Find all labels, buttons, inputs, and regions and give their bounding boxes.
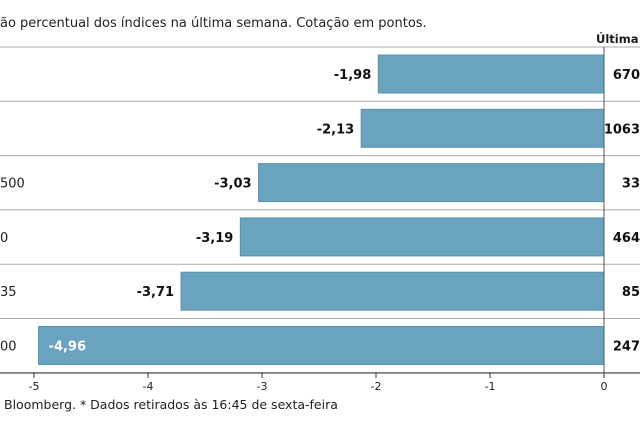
x-tick-label: -5	[29, 380, 40, 393]
value-label: -2,13	[317, 122, 354, 137]
x-tick-label: 0	[601, 380, 608, 393]
bar	[239, 217, 605, 257]
last-quote-value: 464	[613, 231, 640, 246]
bar	[258, 163, 605, 203]
bar	[180, 271, 605, 311]
last-quote-value: 85	[622, 285, 640, 300]
value-label: -1,98	[334, 68, 371, 83]
bar	[377, 54, 605, 94]
bar	[38, 326, 605, 365]
x-tick-label: -3	[257, 380, 268, 393]
x-tick-label: -4	[143, 380, 154, 393]
value-label: -3,71	[137, 285, 174, 300]
last-quote-value: 33	[622, 177, 640, 192]
category-label: 35	[0, 285, 17, 300]
source-note: Bloomberg. * Dados retirados às 16:45 de…	[4, 397, 338, 412]
bar	[360, 108, 605, 148]
x-tick-label: -1	[485, 380, 496, 393]
value-label: -4,96	[49, 340, 86, 355]
last-quote-value: 670	[613, 68, 640, 83]
x-tick-label: -2	[371, 380, 382, 393]
last-quote-value: 1063	[604, 122, 640, 137]
value-label: -3,03	[214, 177, 251, 192]
category-label: 500	[0, 177, 25, 192]
chart-subtitle: ão percentual dos índices na última sema…	[0, 16, 427, 31]
category-label: 00	[0, 340, 17, 355]
category-label: 0	[0, 231, 8, 246]
last-quote-column-header: Última c	[596, 32, 640, 46]
value-label: -3,19	[196, 231, 233, 246]
last-quote-value: 247	[613, 340, 640, 355]
